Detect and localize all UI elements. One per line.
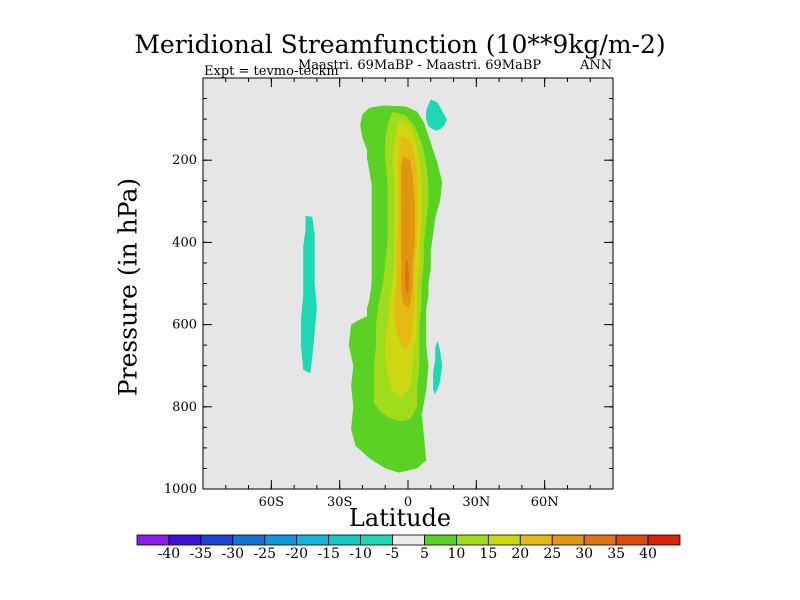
x-axis-label: Latitude [348, 504, 452, 532]
colorbar-label: 20 [511, 546, 530, 562]
contour-region-level-neg5 [433, 341, 443, 395]
x-tick-label: 60S [259, 495, 284, 510]
contour-region-level-neg5 [300, 215, 317, 374]
colorbar-swatch [168, 534, 202, 546]
colorbar-swatch [647, 534, 681, 546]
colorbar-swatch [200, 534, 234, 546]
colorbar-swatch [424, 534, 457, 546]
chart-title: Meridional Streamfunction (10**9kg/m-2) [134, 30, 666, 59]
colorbar-swatch [136, 534, 170, 546]
experiment-label: Expt = tevmo-teckm [204, 64, 339, 79]
colorbar-label: -30 [221, 546, 245, 562]
contour-regions [300, 99, 447, 473]
colorbar-label: -20 [285, 546, 308, 562]
colorbar-swatch [232, 534, 266, 546]
colorbar-swatch [328, 534, 361, 546]
colorbar-label: 5 [420, 546, 429, 562]
colorbar-label: -10 [349, 546, 372, 562]
colorbar-swatch [583, 534, 617, 546]
x-tick-label: 60N [531, 495, 559, 510]
colorbar-label: -25 [253, 546, 277, 562]
x-tick-label: 30S [327, 495, 352, 510]
colorbar-swatch [519, 534, 553, 546]
y-tick-label: 600 [172, 318, 197, 333]
chart-subtitle: Maastri. 69MaBP - Maastri. 69MaBP [298, 58, 542, 73]
colorbar-swatch [615, 534, 649, 546]
colorbar-swatch [456, 534, 489, 546]
colorbar-swatch [296, 534, 330, 546]
colorbar-label: 15 [479, 546, 498, 562]
x-tick-label: 0 [404, 495, 412, 510]
colorbar-label: -35 [189, 546, 213, 562]
contour-region-level-neg5 [426, 99, 447, 131]
colorbar-label: -5 [385, 546, 400, 562]
x-tick-label: 30N [462, 495, 490, 510]
colorbar-label: -40 [157, 546, 181, 562]
colorbar [136, 534, 681, 546]
colorbar-swatch [264, 534, 298, 546]
colorbar-label: 35 [607, 546, 626, 562]
contour-region-level-30 [405, 258, 410, 294]
axis-ticks: 60S 30S 0 30N 60N 200 400 600 800 1000 [164, 78, 614, 510]
y-tick-label: 200 [172, 153, 197, 168]
colorbar-label: 30 [575, 546, 594, 562]
colorbar-swatch [392, 534, 425, 546]
period-label: ANN [580, 58, 613, 73]
colorbar-label: 40 [639, 546, 657, 562]
colorbar-swatch [551, 534, 585, 546]
colorbar-swatch [360, 534, 393, 546]
colorbar-label: 25 [543, 546, 562, 562]
y-tick-label: 800 [172, 400, 197, 415]
contour-region-level-25 [401, 156, 415, 309]
colorbar-swatch [487, 534, 521, 546]
y-tick-label: 1000 [164, 482, 197, 497]
y-tick-label: 400 [172, 235, 197, 250]
colorbar-label: 10 [447, 546, 466, 562]
colorbar-label: -15 [317, 546, 340, 562]
